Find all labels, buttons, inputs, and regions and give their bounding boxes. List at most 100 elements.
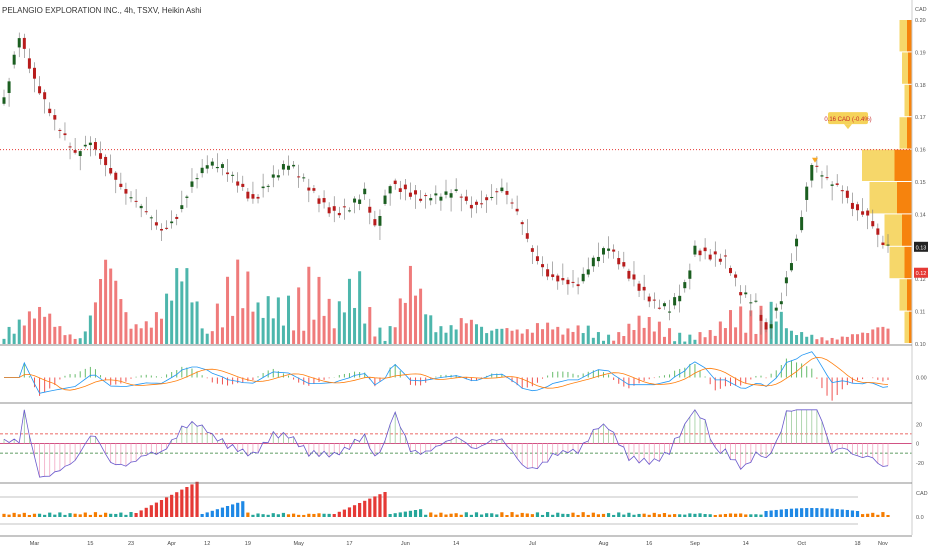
bottom-bar-34	[175, 492, 179, 517]
bottom-bar-152	[774, 509, 778, 517]
volume-bar-86	[439, 326, 443, 344]
price-tick-9: 0.19	[915, 50, 926, 56]
candle-body-119	[607, 248, 611, 251]
volume-bar-128	[652, 331, 656, 344]
x-tick-14: 14	[743, 541, 749, 547]
volume-bar-85	[434, 332, 438, 344]
candle-body-82	[419, 198, 423, 201]
bottom-bar-133	[678, 514, 682, 517]
volume-bar-111	[566, 328, 570, 344]
candle-body-131	[668, 311, 672, 313]
bottom-bar-142	[723, 513, 728, 517]
bottom-bar-156	[794, 508, 799, 517]
bottom-bar-146	[744, 514, 748, 517]
candle-body-62	[317, 198, 321, 204]
volume-bar-135	[688, 334, 692, 344]
volume-bar-141	[718, 321, 722, 344]
volume-profile-up-2	[909, 84, 912, 117]
candle-body-137	[698, 250, 702, 256]
volume-bar-165	[840, 336, 844, 344]
bottom-bar-91	[464, 512, 468, 517]
volume-bar-18	[93, 302, 97, 344]
price-tick-6: 0.16	[915, 148, 926, 154]
candle-body-97	[495, 191, 499, 193]
candle-body-24	[124, 189, 128, 194]
candle-body-37	[190, 181, 194, 187]
volume-bar-134	[683, 341, 687, 344]
candle-body-125	[637, 283, 641, 291]
volume-bar-52	[266, 296, 270, 344]
bottom-bar-127	[647, 514, 651, 517]
candle-body-162	[825, 177, 829, 179]
volume-bar-61	[312, 319, 316, 344]
x-tick-9: 14	[453, 541, 459, 547]
bottom-bar-114	[581, 512, 585, 517]
candle-body-30	[154, 222, 158, 226]
bottom-bar-134	[683, 514, 687, 517]
candle-body-84	[429, 198, 433, 201]
candle-body-172	[876, 228, 880, 235]
candle-body-66	[337, 212, 341, 216]
bottom-bar-48	[246, 512, 250, 517]
volume-bar-27	[139, 328, 143, 344]
candle-body-115	[586, 269, 590, 275]
candle-body-155	[789, 263, 793, 271]
x-tick-4: 12	[204, 541, 210, 547]
volume-profile-bar-2	[904, 84, 909, 117]
volume-bar-94	[480, 326, 484, 344]
candle-body-144	[734, 274, 738, 278]
candle-body-85	[434, 193, 438, 196]
candle-body-36	[185, 196, 189, 198]
volume-bar-91	[464, 323, 468, 344]
candle-body-167	[850, 202, 854, 209]
bottom-bar-24	[124, 514, 128, 517]
bottom-bar-52	[266, 514, 270, 517]
candle-body-8	[43, 92, 47, 100]
candle-body-19	[99, 153, 103, 159]
volume-bar-22	[114, 280, 118, 344]
volume-bar-75	[383, 340, 387, 344]
volume-bar-107	[546, 322, 550, 344]
bottom-bar-141	[718, 514, 722, 517]
volume-bar-37	[190, 302, 194, 344]
volume-bar-77	[393, 327, 397, 344]
bottom-bar-170	[866, 513, 870, 517]
candle-body-107	[546, 269, 550, 277]
candle-body-25	[129, 197, 133, 199]
bottom-bar-131	[667, 514, 672, 517]
bottom-bar-159	[810, 508, 814, 517]
candle-body-32	[165, 227, 169, 229]
candle-body-42	[215, 166, 219, 169]
volume-bar-110	[561, 334, 565, 344]
bottom-bar-55	[281, 512, 286, 517]
candle-body-146	[744, 292, 748, 295]
bottom-bar-157	[800, 508, 804, 517]
volume-bar-142	[723, 328, 727, 344]
bottom-bar-99	[505, 514, 509, 517]
candle-body-57	[292, 164, 296, 167]
volume-bar-167	[850, 334, 854, 344]
volume-bar-41	[210, 331, 214, 344]
candle-body-74	[378, 216, 382, 226]
volume-bar-159	[810, 334, 814, 344]
bottom-bar-115	[586, 514, 590, 517]
bottom-bar-124	[632, 514, 636, 517]
volume-bar-132	[673, 341, 677, 344]
candle-body-94	[480, 203, 484, 205]
volume-bar-13	[68, 334, 72, 344]
bottom-bar-94	[479, 514, 484, 517]
volume-bar-9	[48, 313, 52, 344]
candle-body-153	[779, 301, 783, 305]
bottom-bar-119	[606, 513, 611, 517]
bottom-bar-135	[688, 513, 692, 517]
volume-bar-93	[474, 324, 478, 344]
volume-bar-50	[256, 302, 260, 344]
candle-body-78	[398, 188, 402, 192]
bottom-bar-106	[540, 514, 545, 517]
volume-bar-158	[805, 336, 809, 344]
x-tick-2: 23	[128, 541, 134, 547]
bottom-bar-20	[104, 512, 108, 517]
bottom-bar-36	[185, 487, 189, 517]
candle-body-142	[723, 255, 727, 257]
